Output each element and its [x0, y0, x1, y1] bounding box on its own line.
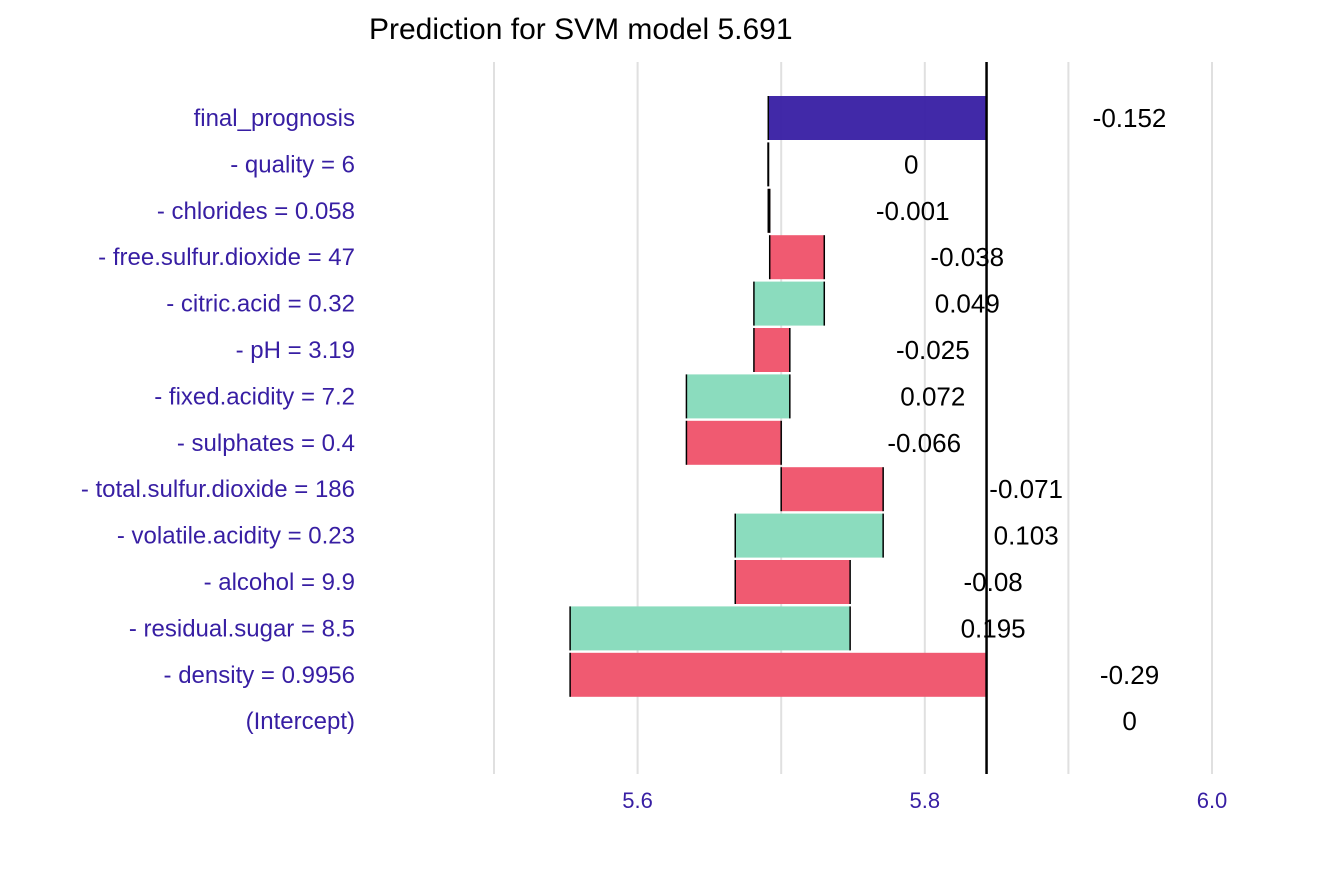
row-label: - total.sulfur.dioxide = 186 — [81, 476, 355, 503]
waterfall-bar — [686, 420, 782, 465]
x-tick-label: 5.6 — [622, 788, 653, 813]
value-label: 0.195 — [961, 613, 1026, 643]
row-label: - sulphates = 0.4 — [177, 430, 355, 457]
value-label: 0 — [904, 149, 918, 179]
waterfall-bar — [686, 374, 790, 419]
waterfall-bar — [753, 328, 790, 372]
value-label: -0.152 — [1093, 103, 1167, 133]
value-label: 0.072 — [900, 381, 965, 411]
waterfall-bar — [781, 467, 884, 512]
row-label: final_prognosis — [194, 105, 355, 132]
value-label: -0.08 — [963, 567, 1022, 597]
value-label: -0.29 — [1100, 660, 1159, 690]
row-label: - citric.acid = 0.32 — [166, 291, 355, 318]
row-label: - residual.sugar = 8.5 — [129, 615, 355, 642]
row-label: - density = 0.9956 — [164, 662, 355, 689]
waterfall-bar — [753, 281, 825, 326]
waterfall-bar — [570, 652, 987, 697]
row-label: - quality = 6 — [230, 151, 355, 178]
labels-layer: final_prognosis -0.152 - quality = 6 0 - chl… — [81, 103, 1167, 736]
row-label: - fixed.acidity = 7.2 — [154, 383, 355, 410]
row-label: - free.sulfur.dioxide = 47 — [98, 244, 355, 271]
value-label: 0.049 — [935, 289, 1000, 319]
value-label: -0.025 — [896, 335, 970, 365]
x-tick-label: 6.0 — [1197, 788, 1228, 813]
row-label: (Intercept) — [246, 708, 355, 735]
x-axis: 5.6 5.8 6.0 — [622, 788, 1227, 813]
waterfall-bar — [570, 606, 851, 651]
value-label: -0.001 — [876, 196, 950, 226]
chart-title: Prediction for SVM model 5.691 — [369, 13, 793, 46]
row-label: - volatile.acidity = 0.23 — [117, 523, 355, 550]
row-label: - chlorides = 0.058 — [157, 198, 355, 225]
value-label: 0 — [1122, 706, 1136, 736]
value-label: -0.066 — [887, 428, 961, 458]
waterfall-bar — [769, 235, 825, 280]
value-label: -0.071 — [989, 474, 1063, 504]
waterfall-bar — [735, 513, 884, 558]
x-tick-label: 5.8 — [910, 788, 941, 813]
bars-layer — [569, 96, 988, 697]
waterfall-bar — [735, 560, 851, 604]
row-label: - pH = 3.19 — [236, 337, 355, 364]
waterfall-bar — [768, 96, 987, 140]
value-label: 0.103 — [994, 521, 1059, 551]
row-label: - alcohol = 9.9 — [204, 569, 355, 596]
value-label: -0.038 — [930, 242, 1004, 272]
